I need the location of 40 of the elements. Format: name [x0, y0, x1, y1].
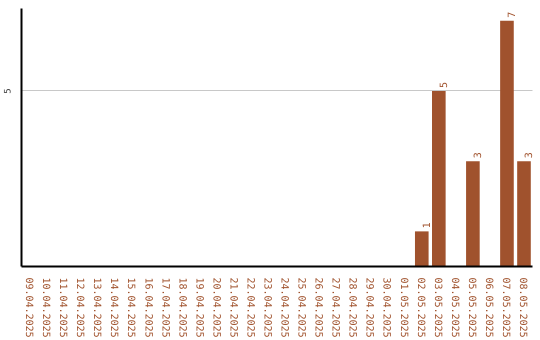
x-tick-label: 14.04.2025	[108, 278, 120, 338]
x-tick-label: 07.05.2025	[500, 278, 511, 338]
bar	[500, 20, 514, 266]
x-tick-label: 28.04.2025	[346, 278, 358, 338]
x-tick-label: 11.04.2025	[57, 278, 68, 338]
data-label: 7	[506, 12, 518, 18]
x-tick-label: 25.04.2025	[296, 278, 307, 338]
bar	[432, 90, 446, 266]
x-tick-label: 20.04.2025	[210, 278, 222, 338]
x-tick-label: 05.05.2025	[466, 278, 477, 338]
x-tick-label: 22.04.2025	[244, 278, 256, 338]
bar	[517, 161, 531, 266]
x-tick-label: 06.05.2025	[482, 278, 494, 338]
x-tick-label: 30.04.2025	[380, 278, 392, 338]
bar	[414, 231, 429, 266]
x-tick-label: 26.04.2025	[312, 278, 324, 338]
x-tick-label: 08.05.2025	[516, 278, 528, 338]
x-tick-label: 10.04.2025	[40, 278, 52, 338]
x-tick-label: 03.05.2025	[432, 278, 443, 338]
x-tick-label: 24.04.2025	[278, 278, 290, 338]
x-tick-label: 18.04.2025	[176, 278, 188, 338]
x-tick-label: 19.04.2025	[193, 278, 204, 338]
bar	[466, 161, 480, 266]
x-tick-label: 09.04.2025	[23, 278, 34, 338]
x-tick-label: 15.04.2025	[125, 278, 136, 338]
x-tick-label: 23.04.2025	[261, 278, 272, 338]
x-tick-label: 04.05.2025	[448, 278, 460, 338]
x-tick-label: 01.05.2025	[398, 278, 409, 338]
x-tick-label: 27.04.2025	[330, 278, 341, 338]
x-tick-label: 16.04.2025	[142, 278, 154, 338]
data-label: 5	[438, 82, 450, 88]
x-tick-label: 17.04.2025	[159, 278, 170, 338]
x-tick-label: 21.04.2025	[227, 278, 238, 338]
x-tick-label: 29.04.2025	[364, 278, 375, 338]
x-tick-label: 02.05.2025	[414, 278, 426, 338]
data-label: 1	[422, 222, 433, 228]
data-label: 3	[524, 152, 535, 158]
x-tick-label: 12.04.2025	[74, 278, 86, 338]
x-tick-label: 13.04.2025	[91, 278, 102, 338]
data-label: 3	[472, 152, 484, 158]
